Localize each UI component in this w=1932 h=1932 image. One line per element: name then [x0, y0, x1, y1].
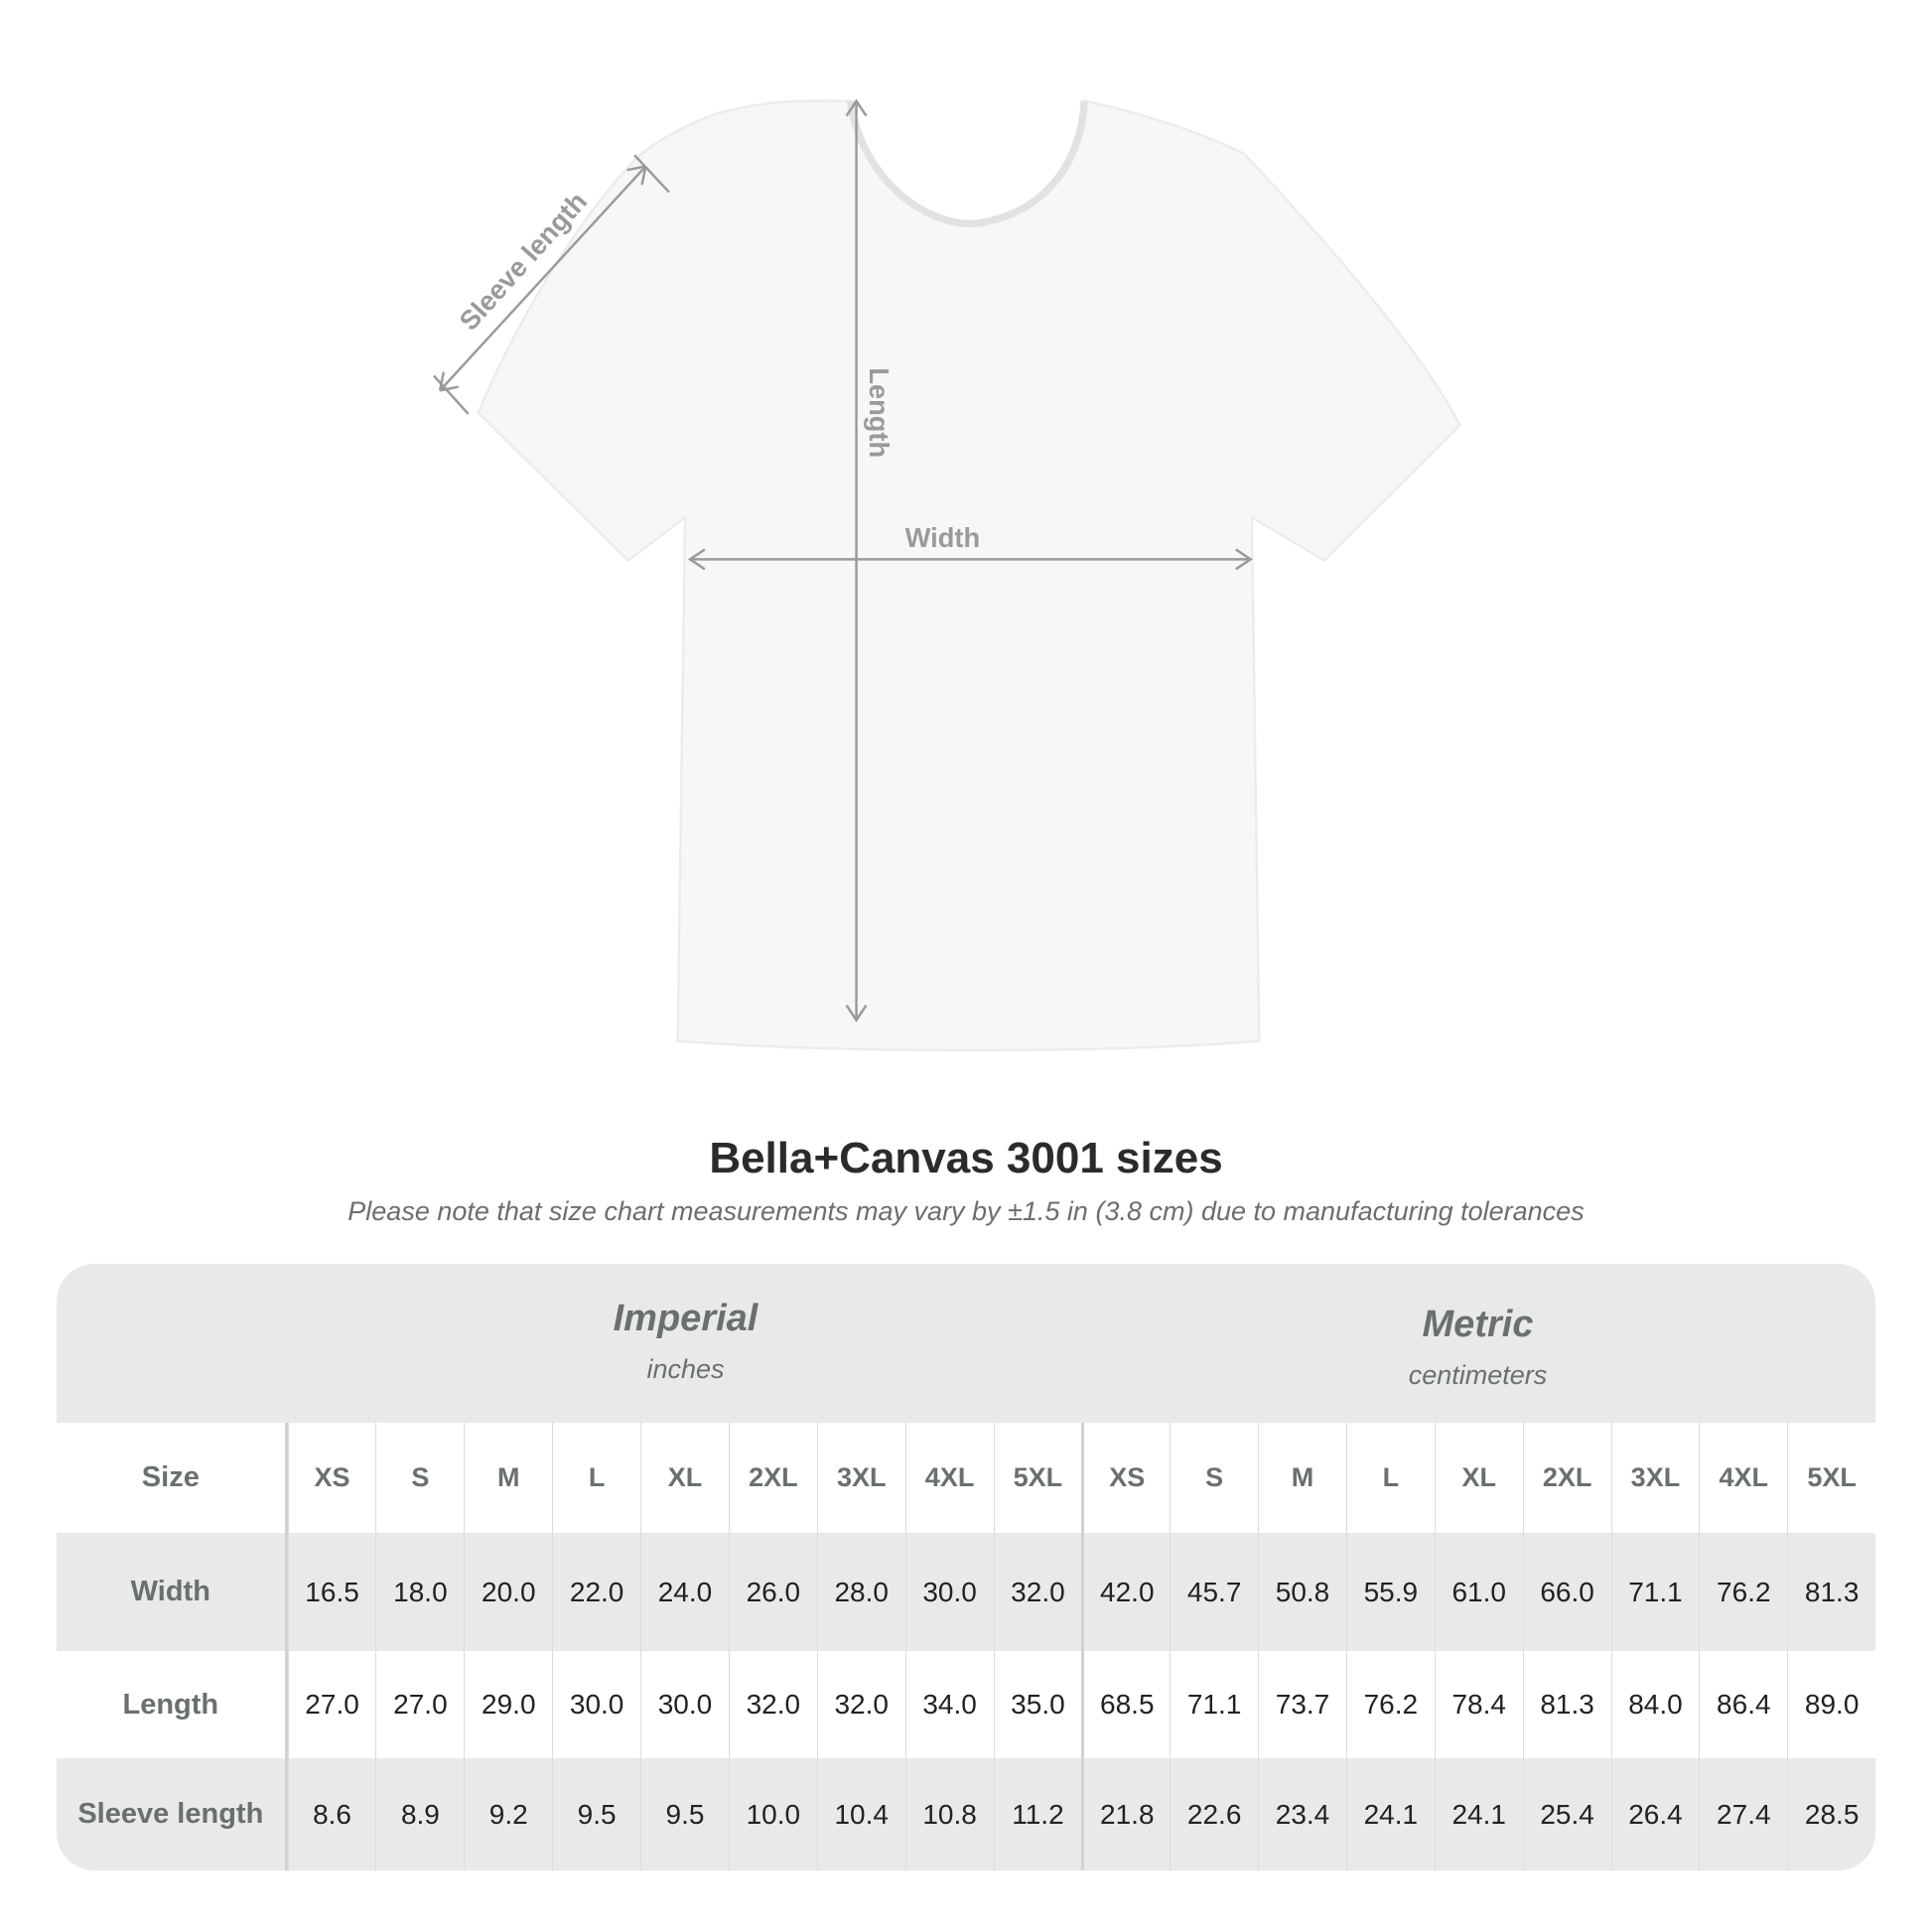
- metric-value-cell: 55.9: [1345, 1533, 1435, 1651]
- imperial-value-cell: 9.5: [640, 1758, 729, 1870]
- metric-size-header: 5XL: [1787, 1423, 1875, 1533]
- metric-value-cell: 27.4: [1699, 1758, 1787, 1870]
- table-row: Length 27.0 27.0 29.0 30.0 30.0 32.0 32.0 34.0 35…: [57, 1651, 1875, 1758]
- metric-value-cell: 50.8: [1258, 1533, 1346, 1651]
- imperial-size-header: S: [375, 1423, 464, 1533]
- metric-header: Metric centimeters: [1080, 1270, 1875, 1429]
- row-label: Sleeve length: [57, 1758, 288, 1870]
- imperial-value-cell: 26.0: [728, 1533, 817, 1651]
- imperial-value-cell: 32.0: [728, 1651, 817, 1758]
- metric-value-cell: 66.0: [1522, 1533, 1611, 1651]
- measurement-lines: [433, 98, 1253, 1023]
- width-label: Width: [905, 522, 981, 553]
- metric-size-header: 3XL: [1610, 1423, 1700, 1533]
- metric-size-header: S: [1170, 1423, 1258, 1533]
- metric-value-cell: 28.5: [1787, 1758, 1875, 1870]
- metric-value-cell: 68.5: [1081, 1651, 1170, 1758]
- metric-title: Metric: [1422, 1304, 1534, 1345]
- imperial-value-cell: 9.2: [464, 1758, 552, 1870]
- size-table: Imperial inches Metric centimeters Size X…: [57, 1264, 1875, 1870]
- imperial-value-cell: 30.0: [640, 1651, 729, 1758]
- metric-value-cell: 73.7: [1258, 1651, 1346, 1758]
- metric-value-cell: 24.1: [1345, 1758, 1435, 1870]
- imperial-value-cell: 8.6: [287, 1758, 376, 1870]
- tolerance-note: Please note that size chart measurements…: [347, 1196, 1585, 1226]
- imperial-value-cell: 8.9: [375, 1758, 464, 1870]
- metric-value-cell: 71.1: [1610, 1533, 1700, 1651]
- metric-value-cell: 86.4: [1699, 1651, 1787, 1758]
- imperial-value-cell: 11.2: [993, 1758, 1082, 1870]
- metric-value-cell: 71.1: [1170, 1651, 1258, 1758]
- metric-value-cell: 23.4: [1258, 1758, 1346, 1870]
- row-label: Size: [57, 1423, 288, 1533]
- metric-value-cell: 61.0: [1434, 1533, 1523, 1651]
- imperial-size-header: 5XL: [993, 1423, 1082, 1533]
- tshirt-diagram: Sleeve length Length Width: [433, 98, 1462, 1052]
- row-label: Width: [57, 1533, 288, 1651]
- imperial-value-cell: 22.0: [552, 1533, 640, 1651]
- imperial-size-header: XS: [287, 1423, 376, 1533]
- metric-value-cell: 26.4: [1610, 1758, 1700, 1870]
- metric-value-cell: 76.2: [1699, 1533, 1787, 1651]
- table-row: Width 16.5 18.0 20.0 22.0 24.0 26.0 28.0 30.0 32.…: [57, 1533, 1875, 1651]
- imperial-value-cell: 29.0: [464, 1651, 552, 1758]
- table-row: Sleeve length 8.6 8.9 9.2 9.5 9.5 10.0 10.4 10.8…: [57, 1758, 1875, 1870]
- imperial-value-cell: 32.0: [993, 1533, 1082, 1651]
- metric-value-cell: 24.1: [1434, 1758, 1523, 1870]
- imperial-value-cell: 35.0: [993, 1651, 1082, 1758]
- imperial-size-header: 2XL: [728, 1423, 817, 1533]
- metric-value-cell: 84.0: [1610, 1651, 1700, 1758]
- tshirt-image: [477, 99, 1462, 1052]
- metric-value-cell: 45.7: [1170, 1533, 1258, 1651]
- metric-value-cell: 81.3: [1522, 1651, 1611, 1758]
- imperial-value-cell: 10.4: [816, 1758, 905, 1870]
- metric-size-header: 4XL: [1699, 1423, 1787, 1533]
- imperial-unit: inches: [646, 1354, 725, 1384]
- metric-value-cell: 42.0: [1081, 1533, 1170, 1651]
- imperial-value-cell: 10.8: [904, 1758, 994, 1870]
- metric-size-header: XS: [1081, 1423, 1170, 1533]
- metric-value-cell: 25.4: [1522, 1758, 1611, 1870]
- imperial-value-cell: 20.0: [464, 1533, 552, 1651]
- metric-size-header: M: [1258, 1423, 1346, 1533]
- imperial-value-cell: 28.0: [816, 1533, 905, 1651]
- imperial-value-cell: 27.0: [287, 1651, 376, 1758]
- metric-unit: centimeters: [1408, 1360, 1548, 1390]
- imperial-size-header: 3XL: [816, 1423, 905, 1533]
- imperial-value-cell: 27.0: [375, 1651, 464, 1758]
- imperial-value-cell: 30.0: [904, 1533, 994, 1651]
- metric-value-cell: 21.8: [1081, 1758, 1170, 1870]
- metric-value-cell: 89.0: [1787, 1651, 1875, 1758]
- metric-size-header: 2XL: [1522, 1423, 1611, 1533]
- metric-value-cell: 76.2: [1345, 1651, 1435, 1758]
- imperial-value-cell: 30.0: [552, 1651, 640, 1758]
- imperial-value-cell: 32.0: [816, 1651, 905, 1758]
- imperial-value-cell: 9.5: [552, 1758, 640, 1870]
- row-label: Length: [57, 1651, 288, 1758]
- metric-size-header: L: [1345, 1423, 1435, 1533]
- imperial-value-cell: 10.0: [728, 1758, 817, 1870]
- page-title: Bella+Canvas 3001 sizes: [709, 1134, 1223, 1182]
- imperial-header: Imperial inches: [288, 1264, 1083, 1423]
- metric-value-cell: 78.4: [1434, 1651, 1523, 1758]
- size-header-row: Size XS S M L XL 2XL 3XL 4XL 5XL XS S M L XL 2XL 3XL 4XL 5…: [57, 1423, 1875, 1533]
- imperial-title: Imperial: [613, 1298, 759, 1339]
- metric-value-cell: 81.3: [1787, 1533, 1875, 1651]
- imperial-size-header: L: [552, 1423, 640, 1533]
- imperial-size-header: M: [464, 1423, 552, 1533]
- length-label: Length: [864, 367, 895, 458]
- imperial-value-cell: 34.0: [904, 1651, 994, 1758]
- imperial-value-cell: 18.0: [375, 1533, 464, 1651]
- imperial-value-cell: 16.5: [287, 1533, 376, 1651]
- imperial-size-header: XL: [640, 1423, 729, 1533]
- imperial-value-cell: 24.0: [640, 1533, 729, 1651]
- metric-value-cell: 22.6: [1170, 1758, 1258, 1870]
- metric-size-header: XL: [1434, 1423, 1523, 1533]
- imperial-size-header: 4XL: [904, 1423, 994, 1533]
